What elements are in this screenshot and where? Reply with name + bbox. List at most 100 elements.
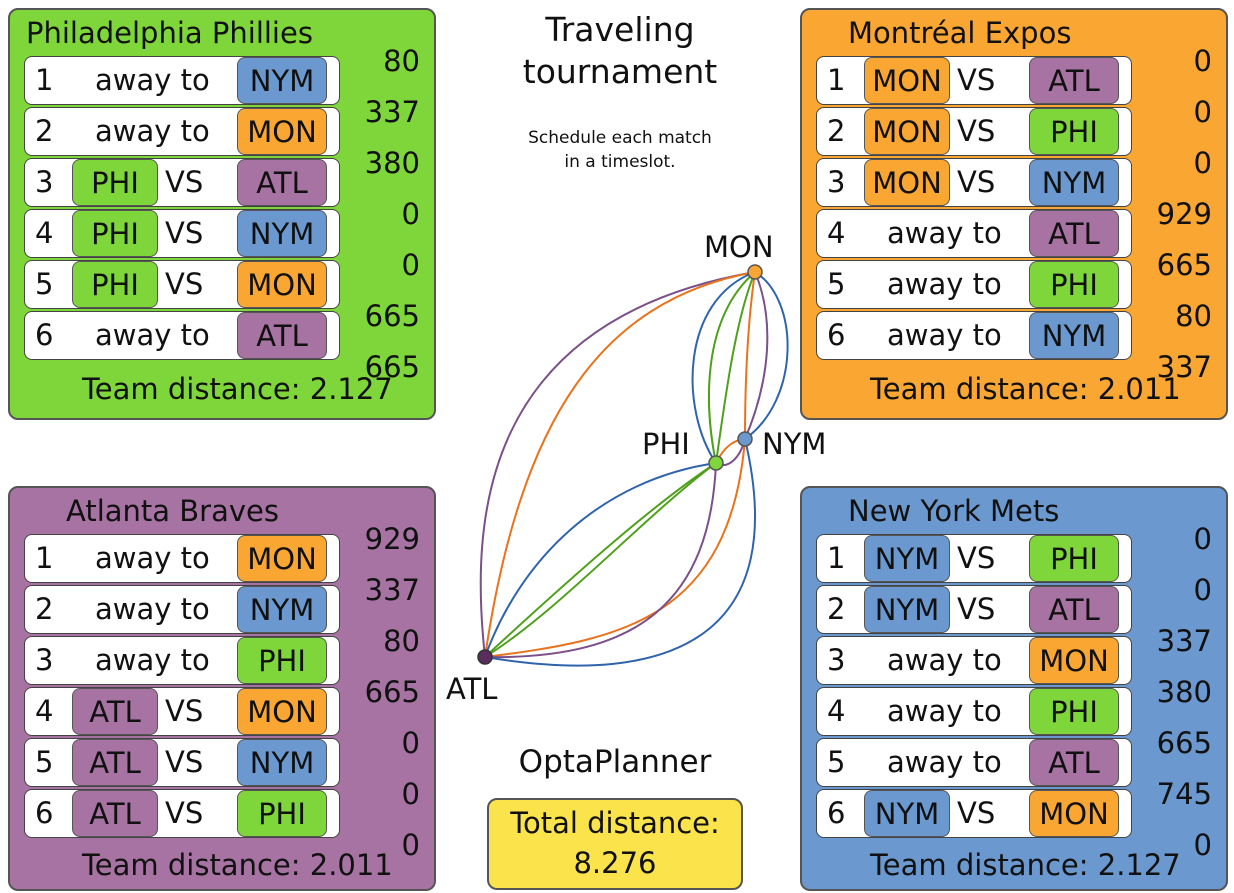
opponent-tag: NYM [237,57,327,104]
home-team-tag: MON [864,159,950,206]
vs-label: VS [957,541,996,575]
home-team-tag: ATL [72,739,158,786]
leg-distance: 0 [401,726,420,760]
timeslot-number: 6 [827,318,846,352]
node-label-nym: NYM [762,427,827,461]
leg-distance: 80 [1175,299,1212,333]
vs-label: VS [165,267,204,301]
schedule-row: 4 away to PHI [816,687,1132,736]
opponent-tag: NYM [1029,159,1119,206]
leg-distance: 665 [1156,248,1212,282]
title-line-2: tournament [522,52,718,91]
timeslot-number: 5 [827,745,846,779]
home-team-tag: NYM [864,535,950,582]
leg-distance: 337 [364,95,420,129]
edge-mon-atl [484,271,756,658]
schedule-row: 5 away to ATL [816,738,1132,787]
timeslot-number: 2 [35,114,54,148]
opponent-tag: MON [1029,637,1119,684]
leg-distance: 0 [1193,44,1212,78]
opponent-tag: ATL [237,312,327,359]
away-label: away to [887,745,1002,779]
distance-values: 80 337 380 0 0 665 665 [350,36,420,393]
timeslot-number: 5 [35,267,54,301]
leg-distance: 0 [1193,573,1212,607]
schedule-row: 5 ATL VS NYM [24,738,340,787]
team-name: Atlanta Braves [66,494,279,528]
vs-label: VS [165,745,204,779]
opponent-tag: ATL [1029,739,1119,786]
opponent-tag: PHI [237,637,327,684]
away-label: away to [887,216,1002,250]
edge-atl-nym-3 [484,438,756,667]
timeslot-number: 6 [35,318,54,352]
opponent-tag: NYM [237,586,327,633]
opponent-tag: MON [1029,790,1119,837]
home-team-tag: ATL [72,688,158,735]
leg-distance: 665 [364,299,420,333]
vs-label: VS [957,114,996,148]
leg-distance: 665 [364,350,420,384]
schedule-row: 2 away to NYM [24,585,340,634]
brand-label: OptaPlanner [518,744,712,780]
opponent-tag: ATL [1029,57,1119,104]
vs-label: VS [957,63,996,97]
node-atl [477,649,493,665]
schedule-row: 6 NYM VS MON [816,789,1132,838]
away-label: away to [95,541,210,575]
schedule-row: 6 ATL VS PHI [24,789,340,838]
leg-distance: 380 [1156,675,1212,709]
opponent-tag: NYM [237,210,327,257]
schedule-row: 3 away to MON [816,636,1132,685]
team-name: Montréal Expos [848,16,1072,50]
opponent-tag: PHI [1029,688,1119,735]
opponent-tag: NYM [237,739,327,786]
total-distance-label: Total distance: [510,806,720,840]
leg-distance: 665 [364,675,420,709]
timeslot-number: 2 [827,592,846,626]
leg-distance: 929 [1156,197,1212,231]
team-name: New York Mets [848,494,1060,528]
node-nym [737,431,753,447]
timeslot-number: 5 [35,745,54,779]
timeslot-number: 1 [35,63,54,97]
leg-distance: 337 [1156,624,1212,658]
timeslot-number: 4 [827,694,846,728]
opponent-tag: NYM [1029,312,1119,359]
schedule-row: 3 MON VS NYM [816,158,1132,207]
timeslot-number: 5 [827,267,846,301]
vs-label: VS [165,165,204,199]
schedule-row: 4 away to ATL [816,209,1132,258]
total-distance-box: Total distance: 8.276 [487,798,743,890]
edge-nym-mon-3 [744,271,789,440]
team-distance: Team distance: 2.127 [82,372,393,406]
team-panel: Philadelphia Phillies 1 away to NYM 2 away to… [8,8,436,420]
team-panel: Montréal Expos 1 MON VS ATL 2 MON VS PHI 3 MON VS NY… [800,8,1228,420]
timeslot-number: 1 [35,541,54,575]
away-label: away to [887,643,1002,677]
edge-mon-phi-2 [708,271,756,464]
opponent-tag: MON [237,261,327,308]
distance-values: 0 0 0 929 665 80 337 [1142,36,1212,393]
leg-distance: 0 [401,777,420,811]
home-team-tag: MON [864,57,950,104]
vs-label: VS [957,796,996,830]
leg-distance: 0 [1193,522,1212,556]
timeslot-number: 2 [827,114,846,148]
vs-label: VS [957,592,996,626]
team-distance: Team distance: 2.011 [870,372,1181,406]
schedule-row: 1 away to NYM [24,56,340,105]
team-name: Philadelphia Phillies [26,16,313,50]
timeslot-number: 6 [35,796,54,830]
schedule-row: 2 MON VS PHI [816,107,1132,156]
node-label-atl: ATL [446,672,498,706]
away-label: away to [95,114,210,148]
node-mon [747,264,763,280]
leg-distance: 0 [401,248,420,282]
schedule-row: 6 away to NYM [816,311,1132,360]
distance-values: 929 337 80 665 0 0 0 [350,514,420,871]
away-label: away to [887,694,1002,728]
schedule-row: 2 away to MON [24,107,340,156]
timeslot-number: 3 [827,165,846,199]
